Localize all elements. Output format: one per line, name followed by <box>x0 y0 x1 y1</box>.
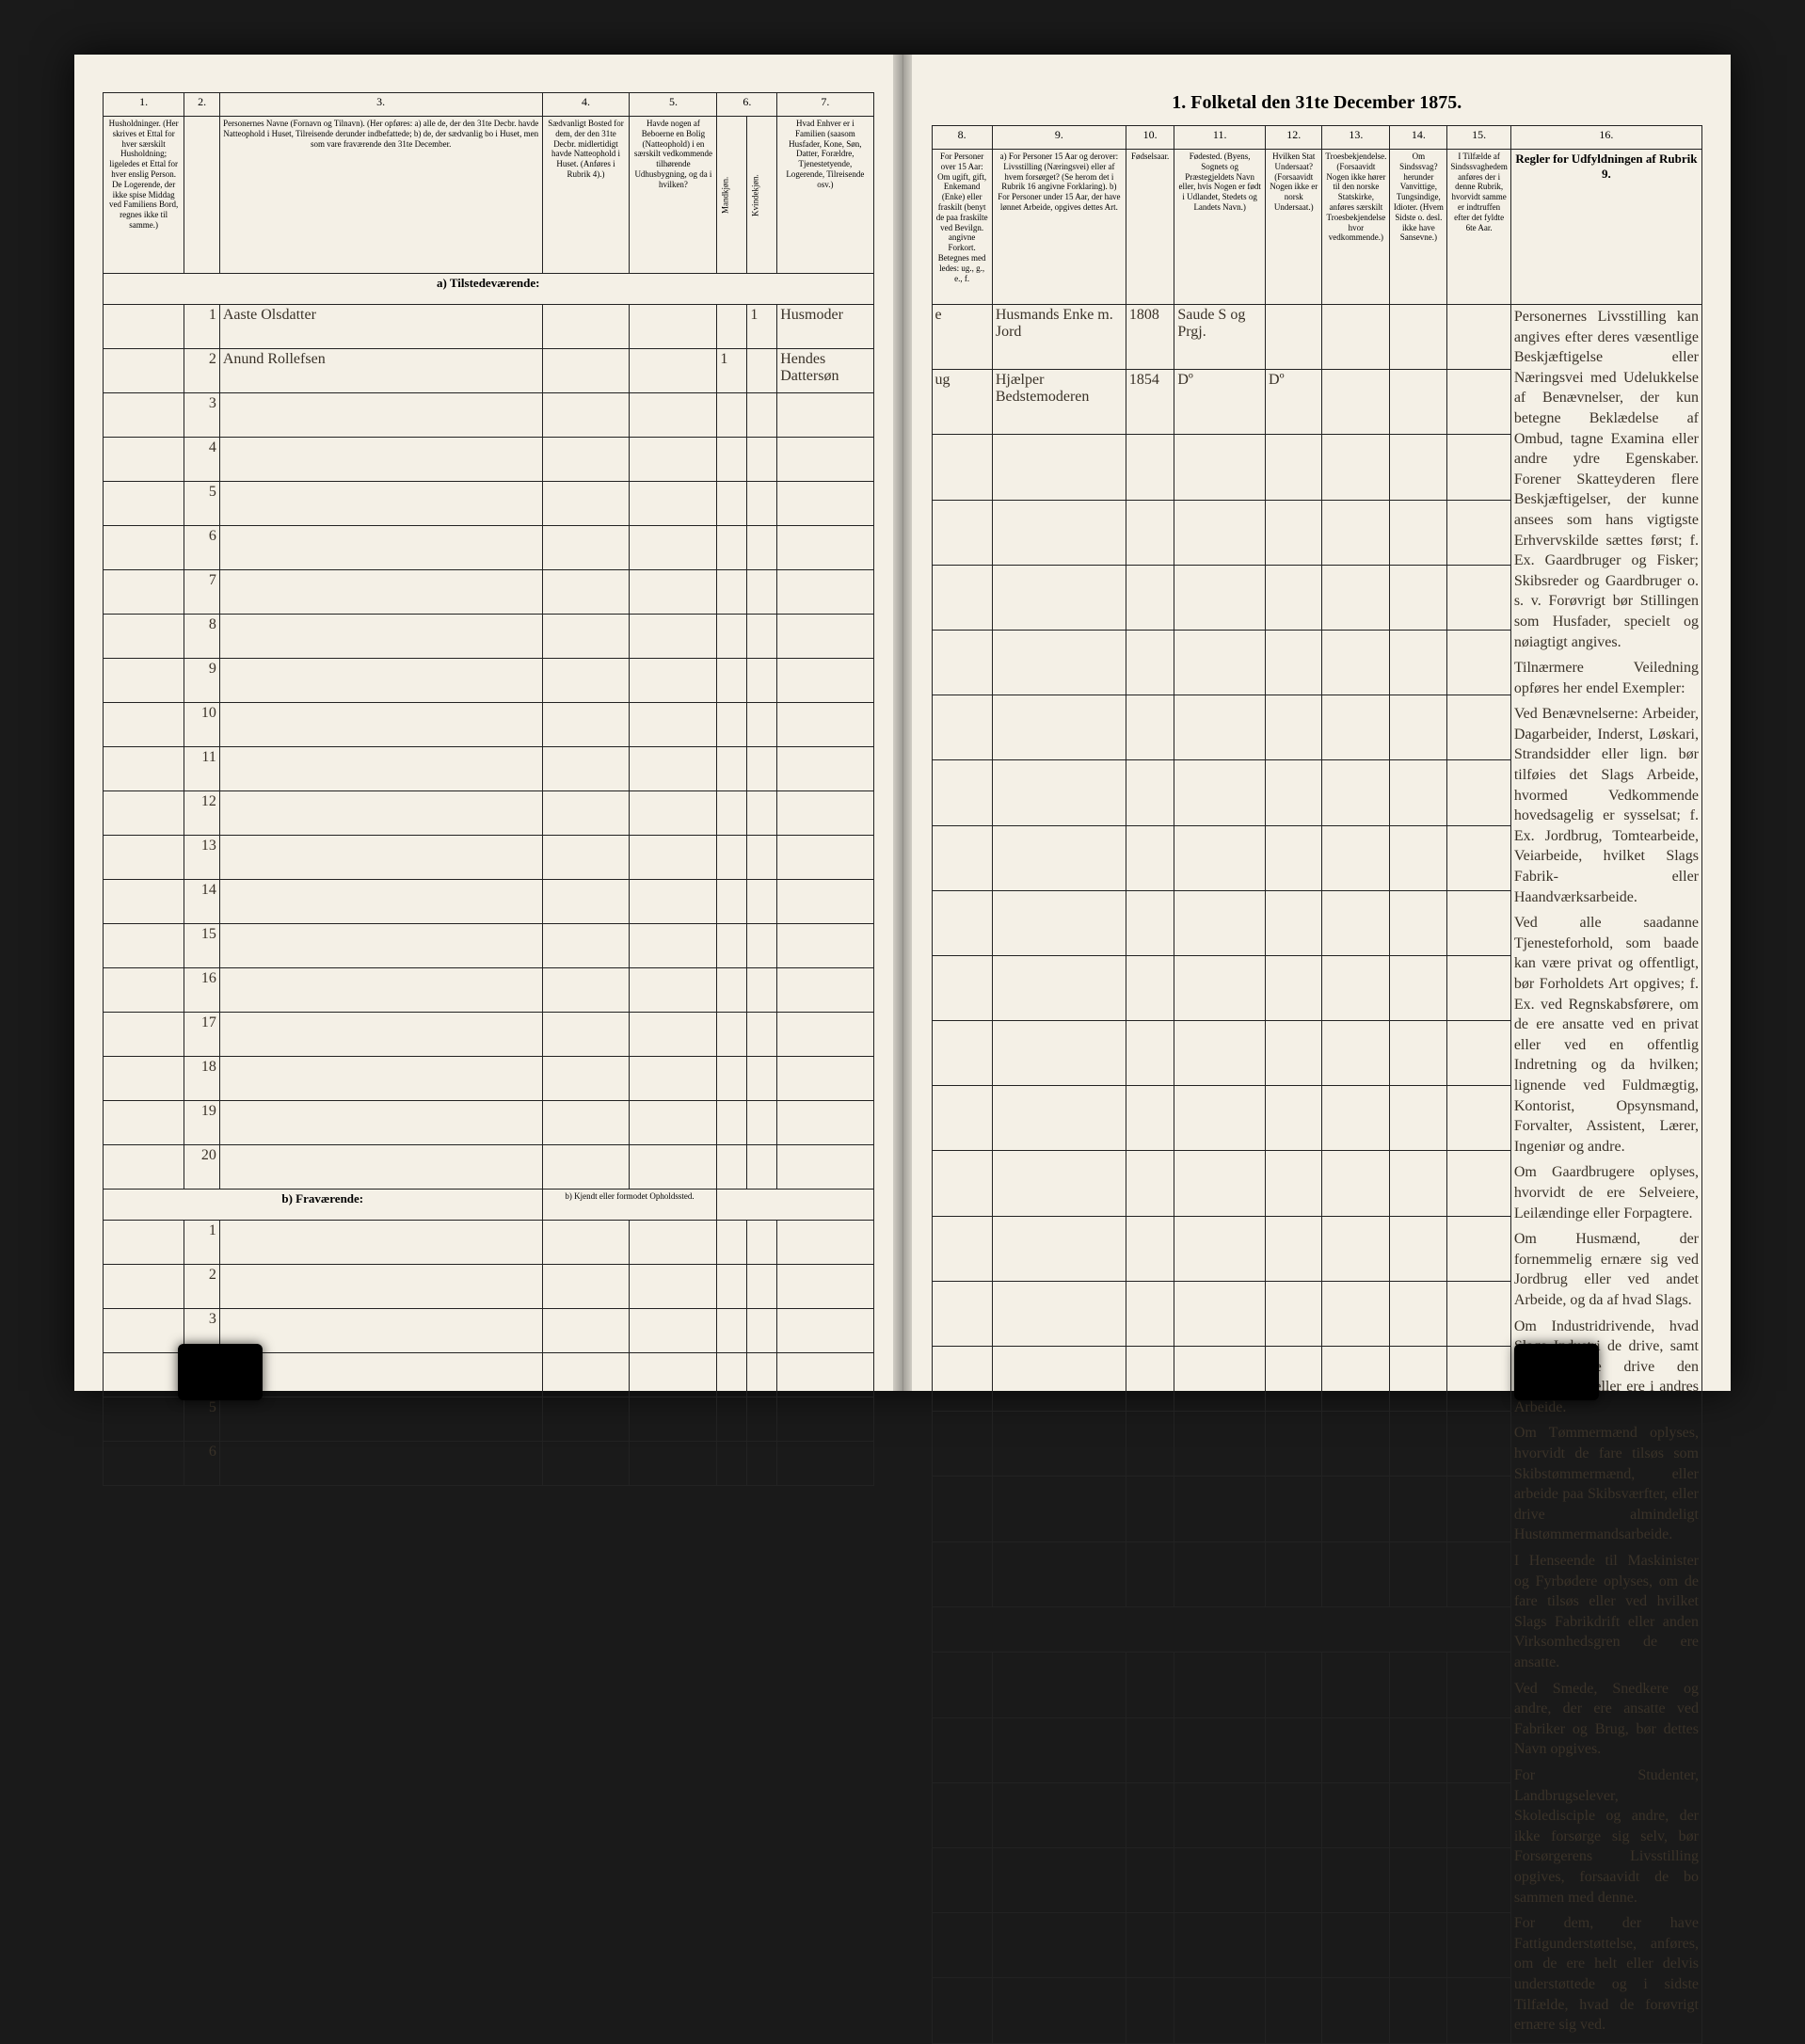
instr-p: Om Husmænd, der fornemmelig ernære sig v… <box>1514 1229 1699 1310</box>
instr-p: I Henseende til Maskinister og Fyrbødere… <box>1514 1551 1699 1673</box>
table-row: 1 <box>104 1221 874 1265</box>
table-row: 9 <box>104 659 874 703</box>
table-row: 10 <box>104 703 874 747</box>
section-b-note: b) Kjendt eller formodet Opholdssted. <box>542 1190 717 1221</box>
table-row: 20 <box>104 1145 874 1190</box>
table-row: 7 <box>104 570 874 615</box>
table-row: 14 <box>104 880 874 924</box>
table-row: 5 <box>104 482 874 526</box>
colnum-1: 1. <box>104 93 184 117</box>
page-title: 1. Folketal den 31te December 1875. <box>932 92 1703 114</box>
instr-p: For dem, der have Fattigunderstøttelse, … <box>1514 1913 1699 2036</box>
instr-p: Om Tømmermænd oplyses, hvorvidt de fare … <box>1514 1423 1699 1545</box>
table-row: e Husmands Enke m. Jord 1808 Saude S og … <box>932 305 1702 370</box>
section-a-label: a) Tilstedeværende: <box>104 274 874 305</box>
rownum: 1 <box>184 305 219 349</box>
header-1: Husholdninger. (Her skrives et Ettal for… <box>104 117 184 274</box>
census-table-left: 1. 2. 3. 4. 5. 6. 7. Husholdninger. (Her… <box>103 92 874 1486</box>
header-13: Troesbekjendelse. (Forsaavidt Nogen ikke… <box>1322 150 1390 305</box>
colnum-6: 6. <box>717 93 777 117</box>
header-2 <box>184 117 219 274</box>
colnum-12: 12. <box>1266 126 1322 150</box>
binder-clip-right <box>1514 1344 1599 1400</box>
colnum-11: 11. <box>1174 126 1266 150</box>
colnum-14: 14. <box>1390 126 1447 150</box>
header-10: Fødselsaar. <box>1126 150 1174 305</box>
table-row: 18 <box>104 1057 874 1101</box>
header-8: For Personer over 15 Aar: Om ugift, gift… <box>932 150 992 305</box>
instr-p: For Studenter, Landbrugselever, Skoledis… <box>1514 1765 1699 1908</box>
colnum-3: 3. <box>219 93 542 117</box>
colnum-16: 16. <box>1510 126 1701 150</box>
instructions-cell: Personernes Livsstilling kan angives eft… <box>1510 305 1701 2044</box>
header-16: Regler for Udfyldningen af Rubrik 9. <box>1510 150 1701 305</box>
header-5: Havde nogen af Beboerne en Bolig (Natteo… <box>630 117 717 274</box>
header-15: I Tilfælde af Sindssvaghedem anføres der… <box>1447 150 1510 305</box>
table-row: 8 <box>104 615 874 659</box>
colnum-10: 10. <box>1126 126 1174 150</box>
census-table-right: 8. 9. 10. 11. 12. 13. 14. 15. 16. For Pe… <box>932 125 1703 2044</box>
table-row: 17 <box>104 1013 874 1057</box>
table-row: 5 <box>104 1397 874 1442</box>
section-b-label: b) Fraværende: <box>104 1190 543 1221</box>
instr-p: Om Gaardbrugere oplyses, hvorvidt de ere… <box>1514 1162 1699 1223</box>
instr-p: Tilnærmere Veiledning opføres her endel … <box>1514 658 1699 698</box>
table-row: 6 <box>104 526 874 570</box>
binder-clip-left <box>178 1344 263 1400</box>
page-left: 1. 2. 3. 4. 5. 6. 7. Husholdninger. (Her… <box>74 55 903 1391</box>
header-4: Sædvanligt Bosted for dem, der den 31te … <box>542 117 630 274</box>
instr-p: Ved Smede, Snedkere og andre, der ere an… <box>1514 1679 1699 1760</box>
header-7: Hvad Enhver er i Familien (saasom Husfad… <box>777 117 873 274</box>
table-row: 6 <box>104 1442 874 1486</box>
table-row: 15 <box>104 924 874 968</box>
census-book: 1. 2. 3. 4. 5. 6. 7. Husholdninger. (Her… <box>74 55 1731 1391</box>
cell-name: Aaste Olsdatter <box>219 305 542 349</box>
table-row: 2 Anund Rollefsen 1 Hendes Dattersøn <box>104 349 874 393</box>
header-6a: Mandkjøn. <box>717 117 747 274</box>
page-right: 1. Folketal den 31te December 1875. 8. 9… <box>903 55 1732 1391</box>
table-row: 12 <box>104 791 874 836</box>
table-row: 19 <box>104 1101 874 1145</box>
header-6b: Kvindekjøn. <box>747 117 777 274</box>
table-row: 13 <box>104 836 874 880</box>
table-row: 1 Aaste Olsdatter 1 Husmoder <box>104 305 874 349</box>
colnum-2: 2. <box>184 93 219 117</box>
table-row: 3 <box>104 393 874 438</box>
instr-p: Ved alle saadanne Tjenesteforhold, som b… <box>1514 913 1699 1157</box>
table-row: 4 <box>104 438 874 482</box>
table-row: 11 <box>104 747 874 791</box>
header-12: Hvilken Stat Undersaat? (Forsaavidt Noge… <box>1266 150 1322 305</box>
colnum-9: 9. <box>992 126 1126 150</box>
instr-p: Ved Benævnelserne: Arbeider, Dagarbeider… <box>1514 704 1699 907</box>
colnum-8: 8. <box>932 126 992 150</box>
instr-p: Personernes Livsstilling kan angives eft… <box>1514 307 1699 652</box>
colnum-7: 7. <box>777 93 873 117</box>
header-3: Personernes Navne (Fornavn og Tilnavn). … <box>219 117 542 274</box>
header-14: Om Sindssvag? herunder Vanvittige, Tungs… <box>1390 150 1447 305</box>
table-row: 16 <box>104 968 874 1013</box>
header-9: a) For Personer 15 Aar og derover: Livss… <box>992 150 1126 305</box>
colnum-4: 4. <box>542 93 630 117</box>
colnum-13: 13. <box>1322 126 1390 150</box>
colnum-5: 5. <box>630 93 717 117</box>
table-row: 2 <box>104 1265 874 1309</box>
colnum-15: 15. <box>1447 126 1510 150</box>
header-11: Fødested. (Byens, Sognets og Præstegjeld… <box>1174 150 1266 305</box>
